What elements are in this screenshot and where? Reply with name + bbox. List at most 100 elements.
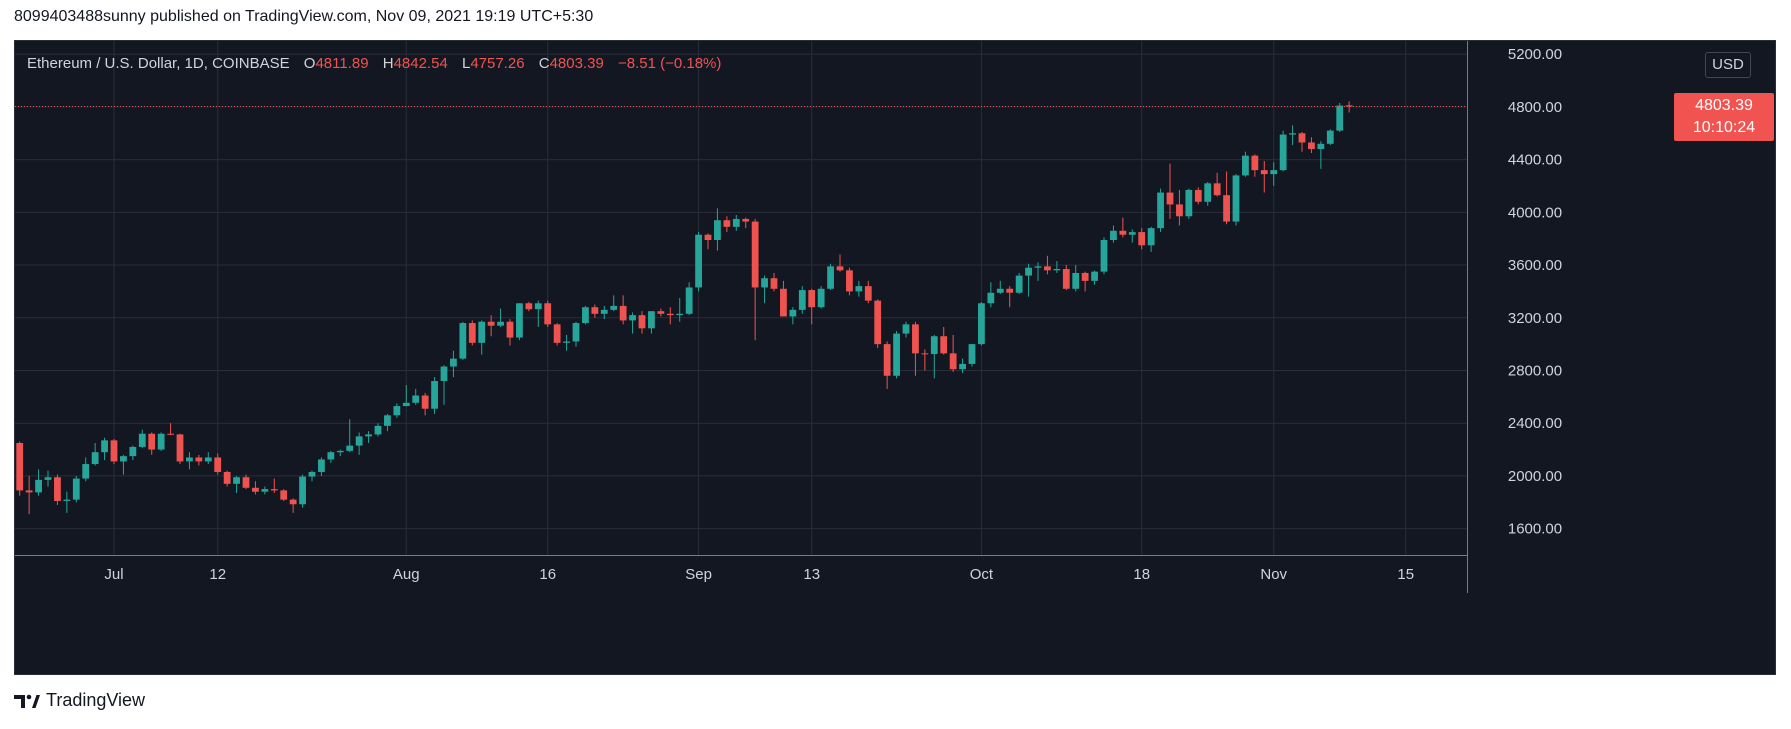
candle xyxy=(1326,129,1334,146)
candle-body xyxy=(1336,105,1344,131)
candle xyxy=(186,452,193,470)
candle xyxy=(1185,188,1193,219)
candle-body xyxy=(996,288,1004,293)
published-caption: 8099403488sunny published on TradingView… xyxy=(14,8,594,25)
candle xyxy=(987,282,995,308)
candle-body xyxy=(148,433,156,450)
candle-body xyxy=(1185,189,1193,217)
candle xyxy=(1223,171,1230,225)
candle xyxy=(1166,163,1174,219)
candle xyxy=(374,423,382,437)
open-label: O xyxy=(303,55,316,72)
candle-body xyxy=(299,476,306,505)
candle xyxy=(968,344,976,367)
price-tick-label: 5200.00 xyxy=(1508,46,1562,63)
candle-body xyxy=(129,446,137,457)
candle xyxy=(1345,101,1353,113)
candle-body xyxy=(553,324,561,343)
candle xyxy=(346,419,354,453)
candle-body xyxy=(72,478,80,500)
time-tick-label: Aug xyxy=(393,566,420,583)
candle xyxy=(393,403,401,418)
candle-body xyxy=(883,344,891,376)
candle xyxy=(1138,228,1146,250)
candle xyxy=(270,478,278,494)
candle xyxy=(355,432,363,455)
candle xyxy=(1081,271,1089,292)
candle xyxy=(72,475,80,503)
candle-body xyxy=(1119,230,1127,235)
candle-body xyxy=(1223,195,1230,222)
candle xyxy=(836,254,844,272)
candle xyxy=(365,431,372,443)
candle-body xyxy=(1100,240,1108,272)
candle-body xyxy=(1251,155,1259,171)
candle xyxy=(591,304,599,318)
candle-body xyxy=(1213,183,1221,196)
currency-button[interactable]: USD xyxy=(1705,52,1751,78)
candle xyxy=(1260,160,1268,193)
candle xyxy=(1308,137,1315,154)
candle xyxy=(553,323,561,346)
candle xyxy=(723,216,731,233)
candle xyxy=(629,312,636,334)
time-tick-label: Oct xyxy=(970,566,994,583)
candle-body xyxy=(157,433,165,450)
candle xyxy=(233,475,240,494)
candle xyxy=(1128,229,1136,243)
candle xyxy=(610,295,618,312)
candle xyxy=(487,315,495,337)
candle xyxy=(572,321,580,347)
candle-body xyxy=(308,471,316,477)
candle xyxy=(120,454,127,475)
candle xyxy=(167,423,174,436)
candle xyxy=(214,453,222,475)
candle-body xyxy=(393,406,401,416)
candle-body xyxy=(544,303,552,325)
candle xyxy=(544,300,552,327)
candle-body xyxy=(874,300,882,345)
candle-body xyxy=(280,490,288,500)
price-tick-label: 2400.00 xyxy=(1508,415,1562,432)
candle-body xyxy=(478,321,486,343)
candle-body xyxy=(676,313,684,316)
candle-body xyxy=(1147,228,1155,246)
candle-body xyxy=(440,366,448,382)
candle-body xyxy=(16,442,24,491)
candle-body xyxy=(1015,275,1023,293)
candle xyxy=(817,286,825,309)
price-chart[interactable]: 1600.00 2000.00 2400.00 2800.00 3200.00 3600.… xyxy=(15,41,1775,674)
candle-body xyxy=(204,457,212,462)
candle-body xyxy=(101,440,108,453)
price-tick-label: 2000.00 xyxy=(1508,468,1562,485)
candle-body xyxy=(1194,189,1202,202)
candle xyxy=(1119,217,1127,238)
candle xyxy=(327,450,335,463)
candle-body xyxy=(487,321,495,326)
candle xyxy=(676,298,684,322)
candle-body xyxy=(63,499,71,501)
candle xyxy=(129,445,137,461)
candle xyxy=(148,432,156,455)
candle-body xyxy=(374,425,382,435)
candle-body xyxy=(1053,269,1061,271)
candle-body xyxy=(808,290,816,308)
candle-body xyxy=(572,323,580,342)
candle-body xyxy=(1204,183,1212,202)
candle-body xyxy=(346,445,354,451)
candle-body xyxy=(864,286,872,301)
candle-body xyxy=(525,303,533,310)
candle-body xyxy=(1072,272,1080,289)
candle-body xyxy=(1345,105,1353,107)
candle xyxy=(695,232,702,292)
candle xyxy=(789,307,797,325)
candle xyxy=(431,377,438,414)
candle-body xyxy=(176,434,184,462)
tradingview-brand[interactable]: TradingView xyxy=(14,690,145,711)
bar-countdown: 10:10:24 xyxy=(1692,119,1756,136)
candle xyxy=(450,350,457,378)
candle xyxy=(44,470,52,487)
candle-body xyxy=(355,436,363,446)
candle xyxy=(16,441,24,496)
chart-panel[interactable]: 1600.00 2000.00 2400.00 2800.00 3200.00 3600.… xyxy=(14,40,1776,675)
